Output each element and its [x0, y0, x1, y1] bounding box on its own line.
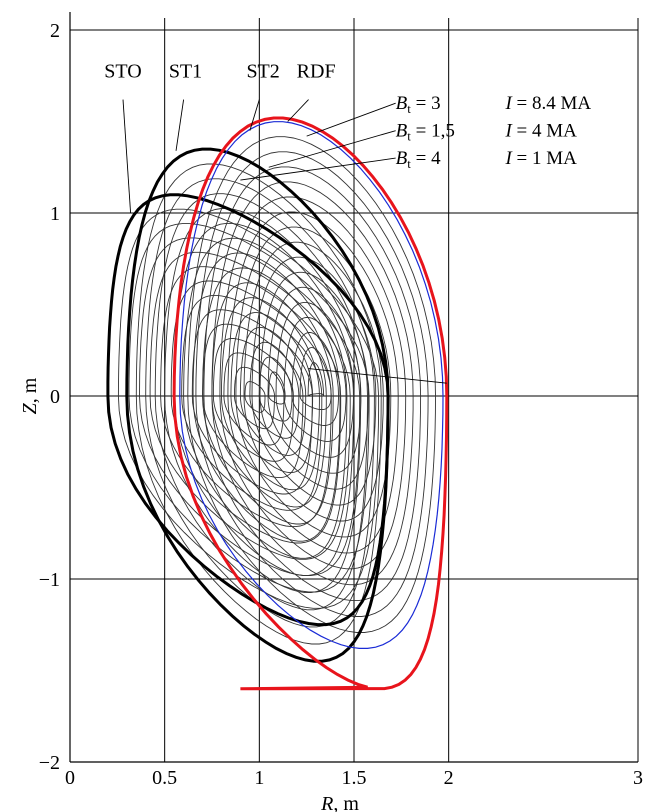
- y-tick-label: 0: [50, 386, 60, 408]
- flux-surface: [219, 196, 407, 570]
- flux-surface: [170, 280, 332, 528]
- x-tick-label: 0.5: [152, 767, 177, 789]
- flux-surface: [149, 251, 351, 560]
- flux-surface: [227, 211, 399, 554]
- flux-surface: [192, 252, 341, 542]
- y-tick-label: 2: [50, 20, 60, 42]
- flux-surface: [258, 356, 293, 422]
- flux-surface: [139, 237, 361, 577]
- flux-surface: [239, 326, 307, 456]
- flux-surface: [135, 163, 382, 645]
- boundary-st2: [179, 121, 444, 649]
- x-tick-label: 1.5: [342, 767, 367, 789]
- boundary-rdf: [172, 116, 449, 691]
- flux-surface: [268, 371, 286, 405]
- x-tick-label: 0: [65, 767, 75, 789]
- configuration-label-st1: ST1: [169, 61, 202, 83]
- leader-line: [122, 99, 132, 214]
- flux-surface: [145, 178, 375, 628]
- leader-line: [306, 102, 396, 137]
- plot-axes: [69, 12, 638, 763]
- x-tick-label: 2: [444, 767, 454, 789]
- leader-line: [268, 130, 396, 168]
- configuration-label-rdf: RDF: [297, 61, 336, 83]
- flux-surface: [154, 193, 368, 611]
- y-axis-label: Z, m: [19, 377, 41, 414]
- flux-surface: [203, 166, 422, 602]
- x-tick-label: 1: [254, 767, 264, 789]
- y-tick-label: −1: [39, 569, 60, 591]
- flux-surfaces: [117, 136, 436, 645]
- configuration-label-st2: ST2: [246, 61, 279, 83]
- flux-surface: [243, 241, 384, 522]
- flux-surface: [164, 208, 362, 594]
- flux-surface: [191, 309, 313, 495]
- configuration-labels: STO ST1 ST2 RDF: [104, 61, 335, 83]
- y-tick-label: −2: [39, 752, 60, 774]
- flux-surface: [244, 381, 266, 413]
- parameter-annotations: Bt = 3 I = 8.4 MA Bt = 1,5 I = 4 MA Bt = 4 I …: [396, 93, 592, 171]
- flux-surface: [283, 317, 347, 442]
- flux-surface: [183, 237, 348, 559]
- annotation-current-3: I = 1 MA: [504, 148, 577, 169]
- leader-line: [308, 368, 447, 384]
- x-tick-label: 3: [633, 767, 643, 789]
- leader-line: [249, 99, 260, 131]
- annotation-leader-lines: [122, 99, 447, 384]
- flux-surface: [223, 352, 285, 446]
- flux-surface: [211, 181, 414, 586]
- plasma-boundaries: [106, 116, 449, 691]
- flux-surface: [195, 151, 429, 617]
- flux-surface: [128, 223, 370, 593]
- annotation-current-2: I = 4 MA: [504, 121, 577, 142]
- boundary-sto: [106, 193, 390, 627]
- boundary-st1: [125, 147, 390, 663]
- flux-surface: [275, 301, 354, 458]
- configuration-label-sto: STO: [104, 61, 141, 83]
- flux-surface: [212, 338, 294, 462]
- leader-line: [240, 157, 396, 181]
- annotation-current-1: I = 8.4 MA: [504, 93, 591, 114]
- flux-surface: [267, 286, 362, 474]
- annotation-bt-3: Bt = 4: [396, 148, 441, 171]
- x-axis-label: R, m: [320, 793, 359, 812]
- flux-surface: [235, 226, 392, 538]
- flux-surface: [251, 256, 377, 506]
- annotation-bt-1: Bt = 3: [396, 93, 441, 116]
- leader-line: [287, 99, 309, 122]
- flux-surface: [233, 366, 275, 430]
- flux-surface: [291, 332, 339, 426]
- y-tick-label: 1: [50, 203, 60, 225]
- flux-surface: [307, 362, 325, 397]
- flux-surface: [230, 312, 314, 474]
- annotation-bt-2: Bt = 1,5: [396, 121, 455, 144]
- tick-labels: 0 0.5 1 1.5 2 3 −2 −1 0 1 2: [39, 20, 643, 789]
- flux-surface: [259, 271, 369, 490]
- leader-line: [175, 99, 185, 151]
- flux-surface: [187, 136, 436, 633]
- flux-surface: [299, 347, 332, 411]
